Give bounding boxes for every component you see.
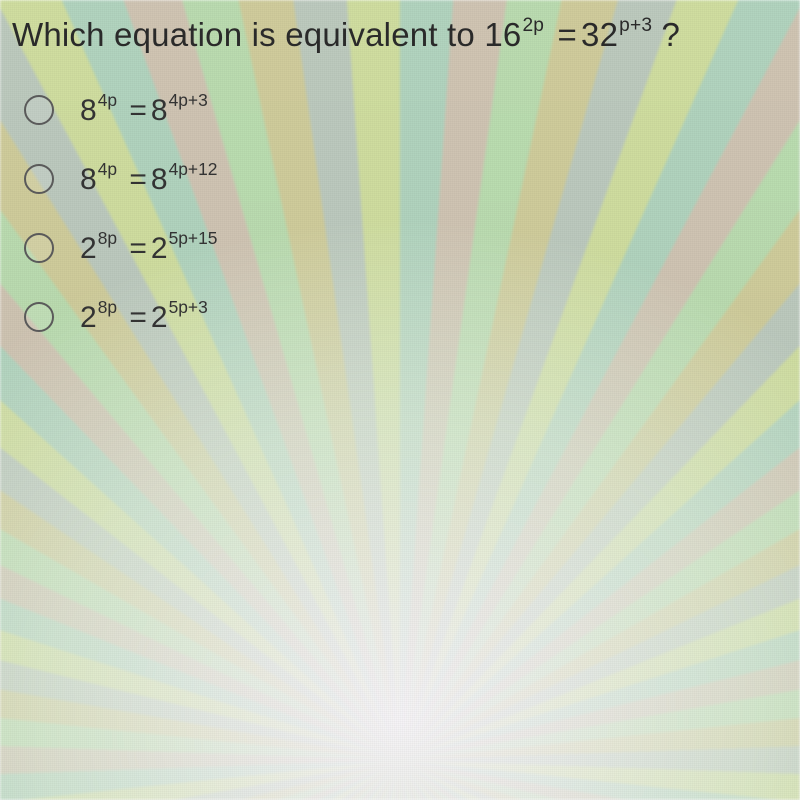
opt-lhs-base: 8 (80, 94, 97, 127)
q-lhs-base: 16 (484, 16, 521, 53)
equals-sign: = (125, 301, 151, 334)
radio-button[interactable] (24, 95, 54, 125)
opt-rhs-exp: 5p+15 (168, 228, 218, 248)
question-prefix: Which equation is equivalent to (12, 16, 484, 53)
q-rhs-base: 32 (581, 16, 618, 53)
option-expression: 28p =25p+15 (80, 231, 217, 266)
equals-sign: = (125, 232, 151, 265)
opt-lhs-exp: 8p (97, 297, 117, 317)
radio-button[interactable] (24, 164, 54, 194)
option-expression: 28p =25p+3 (80, 300, 208, 335)
opt-rhs-exp: 5p+3 (168, 297, 208, 317)
question-equation: 162p =32p+3 (484, 16, 661, 53)
option-expression: 84p =84p+3 (80, 93, 208, 128)
opt-lhs-exp: 8p (97, 228, 117, 248)
opt-rhs-exp: 4p+12 (168, 159, 218, 179)
opt-rhs-base: 2 (151, 301, 168, 334)
option-expression: 84p =84p+12 (80, 162, 217, 197)
q-rhs-exp: p+3 (618, 15, 652, 36)
opt-rhs-base: 8 (151, 163, 168, 196)
opt-rhs-base: 2 (151, 232, 168, 265)
option-row[interactable]: 84p =84p+3 (24, 93, 788, 128)
options-list: 84p =84p+3 84p =84p+12 28p =25p+15 28p =… (12, 93, 788, 335)
question-text: Which equation is equivalent to 162p =32… (12, 14, 788, 57)
option-row[interactable]: 84p =84p+12 (24, 162, 788, 197)
radio-button[interactable] (24, 302, 54, 332)
quiz-content: Which equation is equivalent to 162p =32… (0, 0, 800, 335)
option-row[interactable]: 28p =25p+15 (24, 231, 788, 266)
opt-rhs-exp: 4p+3 (168, 90, 208, 110)
opt-lhs-exp: 4p (97, 159, 117, 179)
opt-rhs-base: 8 (151, 94, 168, 127)
q-lhs-exp: 2p (521, 15, 544, 36)
option-row[interactable]: 28p =25p+3 (24, 300, 788, 335)
equals-sign: = (125, 163, 151, 196)
opt-lhs-exp: 4p (97, 90, 117, 110)
opt-lhs-base: 2 (80, 301, 97, 334)
question-suffix: ? (662, 16, 681, 53)
radio-button[interactable] (24, 233, 54, 263)
opt-lhs-base: 2 (80, 232, 97, 265)
equals-sign: = (554, 16, 581, 53)
opt-lhs-base: 8 (80, 163, 97, 196)
equals-sign: = (125, 94, 151, 127)
